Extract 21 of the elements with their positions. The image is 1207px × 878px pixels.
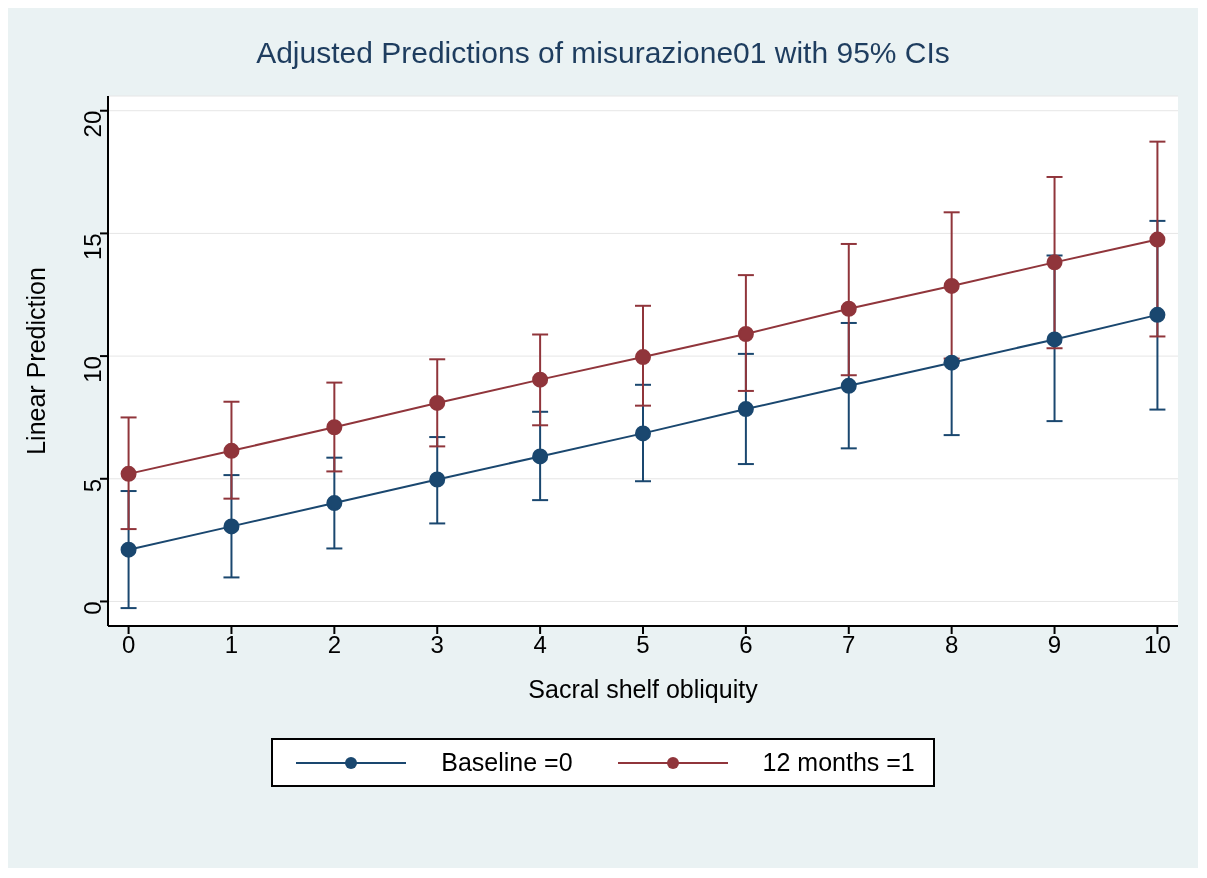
x-tick-label: 4: [533, 631, 547, 659]
x-tick-label: 7: [842, 631, 856, 659]
y-tick-label: 5: [78, 478, 106, 493]
x-axis-title: Sacral shelf obliquity: [528, 675, 759, 703]
x-tick-label: 8: [944, 631, 959, 659]
x-tick-label: 9: [1047, 631, 1062, 659]
y-tick-label: 10: [78, 356, 106, 383]
y-tick-label: 0: [78, 601, 106, 615]
y-tick-label: 15: [78, 233, 106, 261]
y-tick-label: 20: [78, 110, 106, 138]
x-tick-label: 2: [327, 631, 342, 659]
x-tick-label: 5: [636, 631, 650, 659]
x-tick-label: 1: [224, 631, 239, 659]
x-tick-label: 10: [1144, 631, 1171, 659]
y-axis-title: Linear Prediction: [21, 267, 50, 455]
legend-label: 12 months =1: [762, 748, 915, 777]
x-tick-label: 0: [121, 631, 136, 659]
legend-label: Baseline =0: [441, 748, 573, 777]
chart-title: Adjusted Predictions of misurazione01 with 95% CIs: [255, 35, 951, 71]
x-tick-label: 3: [430, 631, 444, 659]
x-tick-label: 6: [739, 631, 753, 659]
